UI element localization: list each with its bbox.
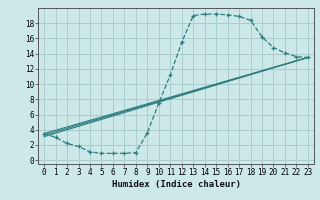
X-axis label: Humidex (Indice chaleur): Humidex (Indice chaleur) <box>111 180 241 189</box>
